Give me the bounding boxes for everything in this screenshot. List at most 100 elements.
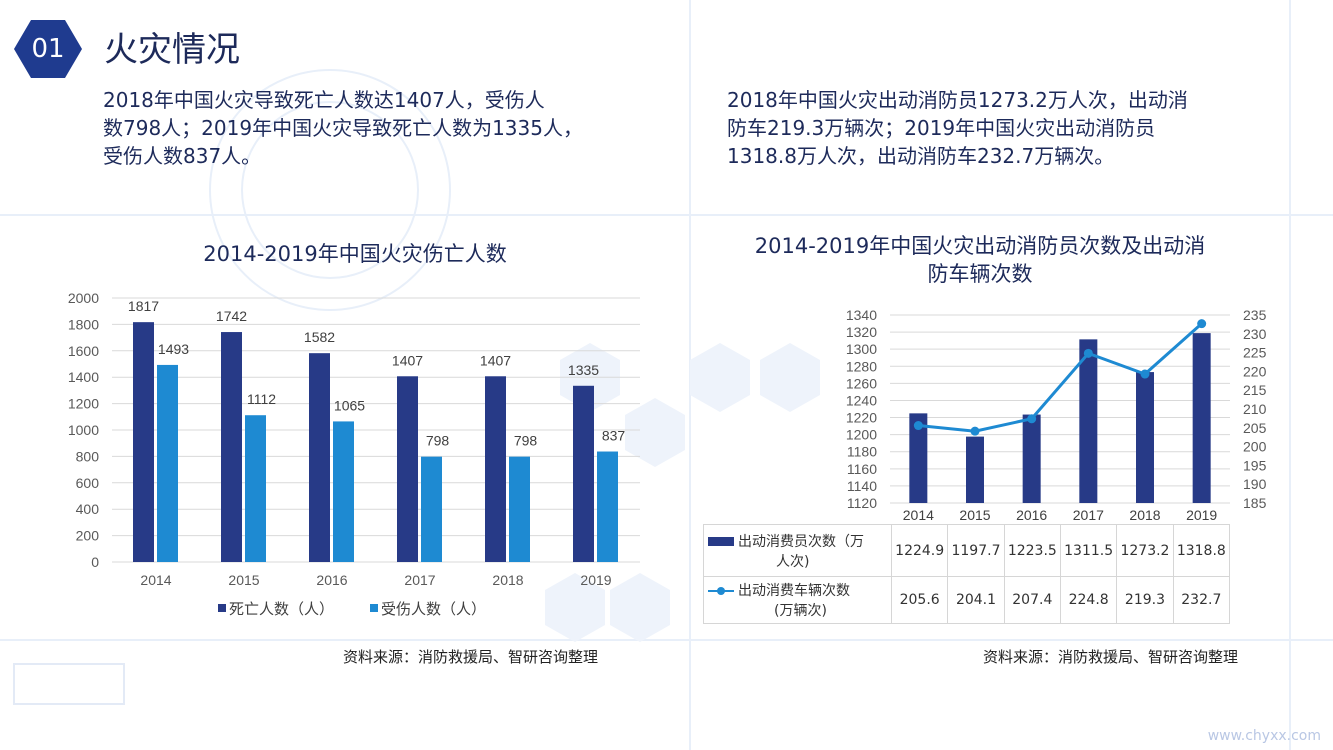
bar [397, 376, 418, 562]
right-summary-text: 2018年中国火灾出动消防员1273.2万人次，出动消 防车219.3万辆次；2… [727, 86, 1188, 170]
bar [221, 332, 242, 562]
table-cell: 219.3 [1116, 576, 1174, 624]
left-summary-line: 2018年中国火灾导致死亡人数达1407人，受伤人 [103, 88, 545, 112]
y-right-tick-label: 190 [1243, 476, 1267, 492]
table-cell: 1224.9 [890, 524, 949, 577]
table-cell: 1223.5 [1003, 524, 1061, 577]
data-label: 1817 [128, 298, 159, 314]
table-cell: 1318.8 [1172, 524, 1231, 577]
section-number: 01 [31, 34, 65, 64]
y-tick-label: 800 [76, 448, 100, 464]
y-left-tick-label: 1240 [846, 392, 877, 408]
bar [333, 421, 354, 562]
y-left-tick-label: 1340 [846, 307, 877, 323]
bar [133, 322, 154, 562]
y-right-tick-label: 225 [1243, 345, 1267, 361]
line-point [1083, 348, 1093, 358]
y-right-tick-label: 195 [1243, 457, 1267, 473]
legend-swatch [218, 604, 226, 612]
y-tick-label: 2000 [68, 290, 99, 306]
y-left-tick-label: 1120 [847, 495, 877, 511]
source-note-right: 资料来源：消防救援局、智研咨询整理 [983, 648, 1239, 666]
footer-url: www.chyxx.com [1207, 728, 1321, 744]
table-cell: 204.1 [947, 576, 1005, 624]
y-right-tick-label: 235 [1243, 307, 1267, 323]
bar [485, 376, 506, 562]
right-summary-line: 2018年中国火灾出动消防员1273.2万人次，出动消 [727, 88, 1188, 112]
bar [1079, 339, 1098, 503]
x-tick-label: 2017 [404, 572, 435, 588]
line-point [1197, 319, 1207, 329]
table-row: 出动消费车辆次数 (万辆次) 205.6 204.1 207.4 224.8 2… [703, 576, 1231, 624]
table-cell: 207.4 [1003, 576, 1061, 624]
line-point [913, 421, 923, 431]
y-right-tick-label: 215 [1243, 382, 1267, 398]
y-right-tick-label: 220 [1243, 363, 1267, 379]
chart-title-firefighters: 2014-2019年中国火灾出动消防员次数及出动消 防车辆次数 [730, 232, 1230, 288]
bar-legend-swatch [708, 537, 734, 546]
line-legend-swatch [708, 586, 734, 596]
y-tick-label: 1000 [68, 422, 99, 438]
y-right-tick-label: 205 [1243, 420, 1267, 436]
left-summary-text: 2018年中国火灾导致死亡人数达1407人，受伤人 数798人；2019年中国火… [103, 86, 583, 170]
y-right-tick-label: 200 [1243, 439, 1267, 455]
table-cell: 224.8 [1059, 576, 1118, 624]
y-tick-label: 1800 [68, 316, 99, 332]
data-label: 798 [514, 433, 538, 449]
y-left-tick-label: 1220 [846, 410, 877, 426]
bar [1192, 333, 1211, 503]
y-left-tick-label: 1140 [847, 478, 877, 494]
chart-title-line: 防车辆次数 [927, 262, 1033, 286]
y-tick-label: 600 [76, 475, 100, 491]
data-label: 798 [426, 433, 450, 449]
series-line [918, 322, 1203, 433]
chart-title-casualties: 2014-2019年中国火灾伤亡人数 [203, 242, 507, 266]
bar [966, 436, 984, 503]
data-label: 1335 [568, 362, 599, 378]
y-left-tick-label: 1260 [846, 375, 877, 391]
data-label: 1065 [334, 397, 365, 413]
page-title: 火灾情况 [104, 30, 240, 70]
data-label: 1742 [216, 308, 247, 324]
legend-label: 受伤人数（人） [381, 600, 486, 618]
table-cell: 205.6 [890, 576, 949, 624]
x-tick-label: 2015 [228, 572, 259, 588]
right-summary-line: 1318.8万人次，出动消防车232.7万辆次。 [727, 144, 1115, 168]
y-tick-label: 1400 [68, 369, 99, 385]
section-number-badge: 01 [14, 20, 82, 78]
bar [597, 451, 618, 562]
y-left-tick-label: 1320 [846, 324, 877, 340]
right-summary-line: 防车219.3万辆次；2019年中国火灾出动消防员 [727, 116, 1156, 140]
bar [1136, 372, 1154, 503]
x-tick-label: 2018 [492, 572, 523, 588]
y-left-tick-label: 1280 [846, 358, 877, 374]
left-summary-line: 受伤人数837人。 [103, 144, 262, 168]
x-tick-label: 2018 [1129, 507, 1160, 523]
table-cell: 232.7 [1172, 576, 1231, 624]
table-cell: 1273.2 [1116, 524, 1174, 577]
series-label-line: 出动消费车辆次数 (万辆次) [703, 576, 892, 624]
y-tick-label: 1200 [68, 396, 99, 412]
line-point [970, 426, 980, 436]
bar [573, 385, 594, 562]
casualties-bar-chart: 0 200 400 600 800 1000 1200 1400 1600 1800 2000 181… [68, 290, 640, 618]
x-tick-label: 2014 [140, 572, 171, 588]
chart-data-table: 出动消费员次数（万 人次) 1224.9 1197.7 1223.5 1311.… [703, 524, 1231, 624]
x-tick-label: 2019 [580, 572, 611, 588]
y-right-tick-label: 210 [1243, 401, 1267, 417]
legend-label: 死亡人数（人） [229, 600, 334, 618]
left-summary-line: 数798人；2019年中国火灾导致死亡人数为1335人， [103, 116, 583, 140]
bar [309, 353, 330, 562]
y-left-tick-label: 1160 [847, 461, 877, 477]
y-right-tick-label: 230 [1243, 326, 1267, 342]
legend-swatch [370, 604, 378, 612]
chart-title-line: 2014-2019年中国火灾出动消防员次数及出动消 [754, 234, 1206, 258]
data-label: 1407 [392, 352, 423, 368]
y-left-tick-label: 1180 [847, 444, 877, 460]
x-tick-label: 2014 [903, 507, 934, 523]
y-tick-label: 1600 [68, 343, 99, 359]
series-label-bar: 出动消费员次数（万 人次) [703, 524, 892, 577]
bar [509, 456, 530, 562]
line-point [1027, 414, 1037, 424]
x-tick-label: 2017 [1073, 507, 1104, 523]
